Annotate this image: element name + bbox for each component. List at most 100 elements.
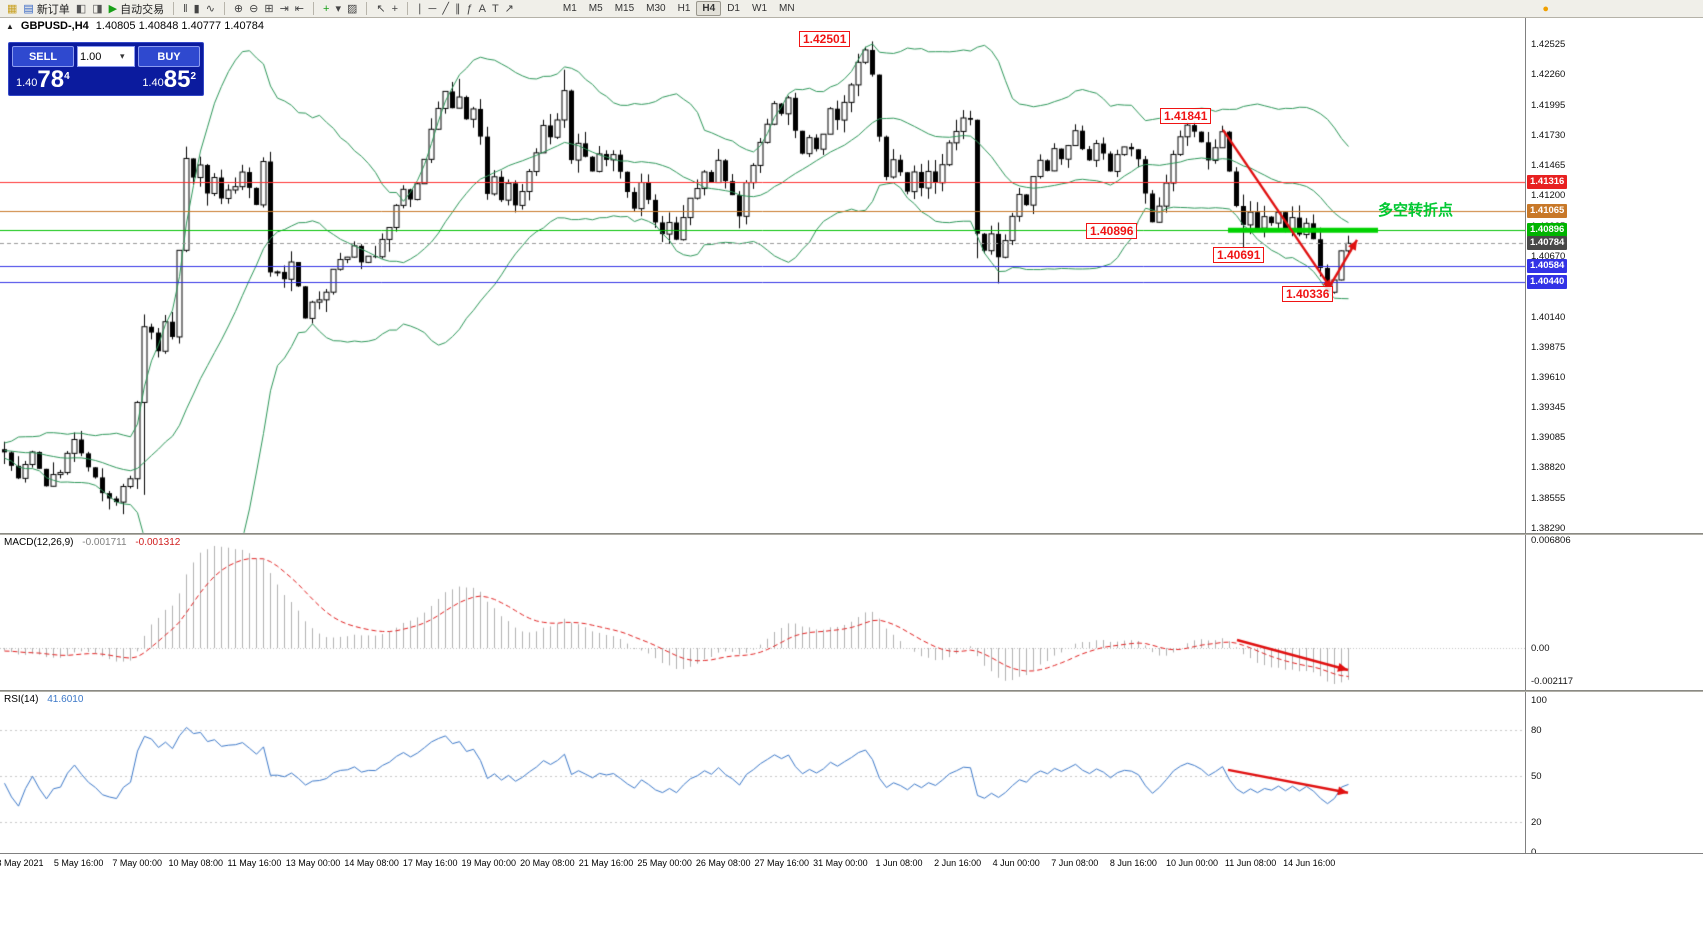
timeframe-h4[interactable]: H4 — [696, 1, 722, 16]
text-button-glyph: A — [478, 2, 486, 15]
timeframe-h1[interactable]: H1 — [677, 3, 691, 14]
price-axis-label: 1.40140 — [1531, 311, 1566, 323]
zoom-out-button-glyph: ⊖ — [249, 2, 259, 15]
horizontal-line-button[interactable]: ─ — [426, 1, 440, 17]
new-order-button[interactable]: ▤ 新订单 — [20, 1, 72, 17]
buy-price: 1.40 85 2 — [142, 68, 196, 92]
candlestick-button[interactable]: ▮ — [191, 1, 203, 17]
template-button-glyph: ▨ — [346, 2, 358, 15]
fibonacci-button[interactable]: ƒ — [463, 1, 475, 17]
panel-splitter-macd[interactable] — [0, 533, 1703, 535]
sell-button[interactable]: SELL — [12, 46, 74, 67]
price-axis-label: 1.38290 — [1531, 523, 1566, 534]
app-icon[interactable]: ▦ — [4, 1, 20, 17]
toolbar-separator — [313, 2, 315, 15]
vertical-line-button[interactable]: ∣ — [414, 1, 426, 17]
price-axis[interactable]: 1.42525 1.42260 1.41995 1.41730 1.41465 1.412… — [1525, 18, 1703, 858]
toolbar: ▦ ▤ 新订单 ◧ ◨ ▶ 自动交易 ‖ ▮ ∿ ⊕ ⊖ ⊞ ⇥ ⇤ + ▾ ▨ ↖ + ∣ ─ ╱ ∥ ƒ A T ↗ M1 M5 M15… — [0, 0, 1703, 18]
indicators-button[interactable]: + — [320, 1, 332, 17]
template-button[interactable]: ▨ — [344, 1, 360, 17]
label-button[interactable]: T — [489, 1, 502, 17]
one-click-toggle-icon[interactable]: ▲ — [6, 21, 14, 31]
time-axis-label: 10 Jun 00:00 — [1165, 858, 1219, 868]
rsi-axis-label: 0 — [1531, 847, 1536, 858]
line-chart-button[interactable]: ∿ — [203, 1, 218, 17]
timeframe-d1[interactable]: D1 — [727, 3, 740, 14]
volume-field[interactable]: ▾ — [77, 46, 135, 67]
indicators-button-glyph: + — [323, 2, 330, 15]
timeframe-m1[interactable]: M1 — [562, 3, 577, 14]
fibonacci-button-glyph: ƒ — [466, 2, 473, 15]
price-axis-label: 1.39345 — [1531, 402, 1566, 414]
periods-button-glyph: ▾ — [335, 2, 341, 15]
rsi-name: RSI(14) — [4, 694, 39, 705]
cursor-button[interactable]: ↖ — [373, 1, 388, 17]
rsi-axis-label: 100 — [1531, 695, 1547, 706]
price-axis-label: 1.39085 — [1531, 432, 1566, 444]
panel-splitter-rsi[interactable] — [0, 690, 1703, 692]
price-axis-label: 1.41730 — [1531, 129, 1566, 141]
time-axis-label: 7 May 00:00 — [112, 858, 162, 868]
timeframe-group: M1 M5 M15 M30 H1 H4 D1 W1 MN — [557, 1, 801, 16]
channel-button[interactable]: ∥ — [452, 1, 464, 17]
price-tag: 1.41316 — [1527, 175, 1568, 190]
macd-name: MACD(12,26,9) — [4, 537, 74, 548]
time-axis-label: 10 May 08:00 — [168, 858, 224, 868]
price-axis-label: 1.42525 — [1531, 39, 1566, 50]
cursor-button-glyph: ↖ — [376, 2, 386, 15]
volume-input[interactable] — [80, 50, 120, 63]
time-axis-label: 20 May 08:00 — [520, 858, 575, 868]
label-button-glyph: T — [491, 2, 499, 15]
timeframe-m15[interactable]: M15 — [614, 3, 635, 14]
horizontal-line-button-glyph: ─ — [428, 2, 437, 15]
macd-axis-label: -0.002117 — [1531, 676, 1574, 687]
time-axis-label: 1 Jun 08:00 — [875, 858, 923, 868]
timeframe-m5[interactable]: M5 — [588, 3, 603, 14]
symbol-ohlc-label: ▲ GBPUSD-,H4 1.40805 1.40848 1.40777 1.4… — [6, 20, 264, 32]
autotrading-button-glyph: ▶ — [108, 2, 118, 15]
bar-chart-button[interactable]: ‖ — [180, 1, 191, 17]
autotrading-button[interactable]: ▶ 自动交易 — [106, 1, 167, 17]
chart-area: ▲ GBPUSD-,H4 1.40805 1.40848 1.40777 1.4… — [0, 18, 1703, 942]
time-axis-label: 14 Jun 16:00 — [1283, 858, 1336, 868]
price-tag: 1.40584 — [1527, 258, 1568, 273]
vertical-line-button-glyph: ∣ — [417, 2, 423, 15]
timeframe-m30[interactable]: M30 — [646, 3, 666, 14]
zoom-out-button[interactable]: ⊖ — [246, 1, 261, 17]
timeframe-mn[interactable]: MN — [779, 3, 795, 14]
chart-window-icon[interactable]: ◧ — [73, 1, 89, 17]
sell-price-pipette: 4 — [64, 71, 70, 82]
toolbar-separator — [366, 2, 368, 15]
price-axis-label: 1.41465 — [1531, 160, 1566, 172]
price-axis-label: 1.41995 — [1531, 99, 1566, 111]
rsi-axis-label: 80 — [1531, 725, 1542, 737]
time-axis[interactable]: 3 May 2021 5 May 16:00 7 May 00:00 10 May 0… — [0, 853, 1703, 873]
auto-scroll-button[interactable]: ⇥ — [277, 1, 292, 17]
buy-button[interactable]: BUY — [138, 46, 200, 67]
auto-scroll-button-glyph: ⇥ — [279, 2, 289, 15]
price-axis-label: 1.38820 — [1531, 462, 1566, 474]
sell-price-prefix: 1.40 — [16, 77, 38, 89]
crosshair-button-glyph: + — [391, 2, 399, 15]
text-button[interactable]: A — [476, 1, 489, 17]
crosshair-button[interactable]: + — [389, 1, 401, 17]
volume-dropdown-icon[interactable]: ▾ — [120, 51, 125, 61]
one-click-trading-panel: SELL ▾ BUY 1.40 78 4 1.40 85 2 — [8, 42, 204, 96]
rsi-indicator-label: RSI(14) 41.6010 — [4, 694, 83, 705]
price-chart-canvas[interactable] — [0, 18, 1525, 878]
time-axis-label: 8 Jun 16:00 — [1109, 858, 1157, 868]
arrows-button[interactable]: ↗ — [502, 1, 517, 17]
channel-button-glyph: ∥ — [454, 2, 461, 15]
zoom-in-button[interactable]: ⊕ — [231, 1, 246, 17]
chart-shift-button[interactable]: ⇤ — [292, 1, 307, 17]
trendline-button[interactable]: ╱ — [439, 1, 452, 17]
notification-icon[interactable]: ● — [1542, 2, 1549, 15]
price-axis-label: 1.39610 — [1531, 372, 1566, 384]
market-watch-icon[interactable]: ◨ — [89, 1, 105, 17]
bar-chart-button-glyph: ‖ — [183, 2, 188, 15]
timeframe-w1[interactable]: W1 — [752, 3, 767, 14]
tile-windows-button[interactable]: ⊞ — [261, 1, 276, 17]
price-tag: 1.41065 — [1527, 203, 1568, 218]
periods-button[interactable]: ▾ — [332, 1, 344, 17]
